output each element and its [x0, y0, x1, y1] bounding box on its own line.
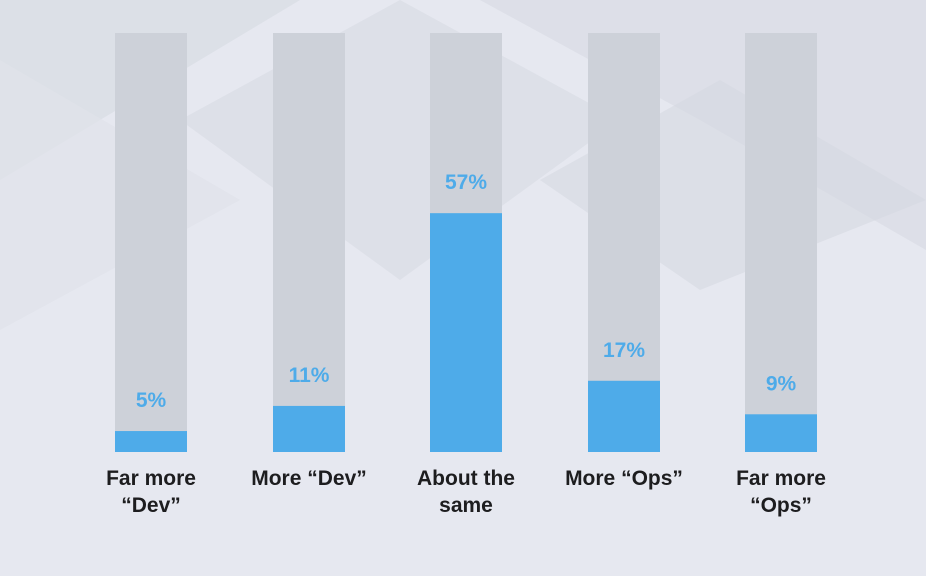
category-label-line: Far more	[736, 467, 826, 490]
category-label-line: About the	[417, 467, 515, 490]
bar	[273, 405, 345, 452]
bar	[430, 213, 502, 452]
bar-track	[745, 33, 817, 452]
category-label: Far more “Dev”	[106, 467, 196, 517]
category-label: About the same	[417, 467, 515, 517]
category-label: More “Ops”	[565, 467, 683, 490]
bar	[115, 431, 187, 452]
bar	[745, 414, 817, 452]
category-label: More “Dev”	[251, 467, 367, 490]
category-label-line: More “Dev”	[251, 467, 367, 490]
category-label-line: Far more	[106, 467, 196, 490]
bar	[588, 380, 660, 452]
bar-group: 57% About the same	[417, 33, 515, 517]
value-label: 17%	[603, 339, 645, 362]
value-label: 9%	[766, 372, 797, 395]
value-label: 11%	[289, 364, 330, 387]
category-label-line: same	[439, 494, 493, 517]
bar-group: 11% More “Dev”	[251, 33, 367, 490]
category-label: Far more “Ops”	[736, 467, 826, 517]
bar-group: 5% Far more “Dev”	[106, 33, 196, 517]
bar-track	[273, 33, 345, 452]
category-label-line: More “Ops”	[565, 467, 683, 490]
category-label-line: “Dev”	[121, 494, 181, 517]
bar-group: 17% More “Ops”	[565, 33, 683, 490]
bar-group: 9% Far more “Ops”	[736, 33, 826, 517]
value-label: 57%	[445, 171, 487, 194]
category-label-line: “Ops”	[750, 494, 812, 517]
value-label: 5%	[136, 389, 167, 412]
bar-track	[115, 33, 187, 452]
